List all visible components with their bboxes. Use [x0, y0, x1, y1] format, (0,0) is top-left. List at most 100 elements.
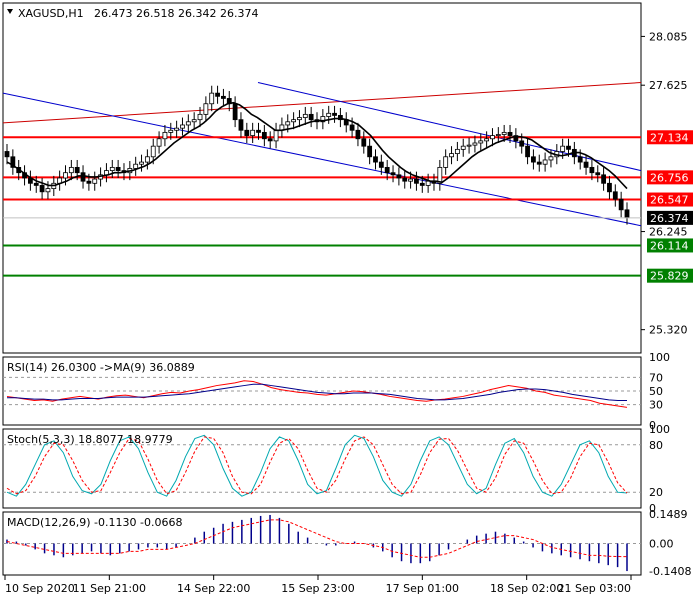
price-tick-label-3: 25.320 — [649, 324, 688, 337]
candle-body-80 — [472, 142, 478, 146]
current-price-bg — [647, 210, 693, 225]
level-label-4: 25.829 — [650, 270, 689, 283]
candle-body-81 — [478, 140, 484, 144]
candle-body-15 — [92, 178, 98, 184]
candle-body-46 — [273, 129, 279, 142]
candle-body-72 — [425, 180, 431, 186]
upper-channel-line — [257, 82, 642, 172]
candle-body-7 — [45, 188, 51, 193]
rsi-tick-label-2: 50 — [649, 385, 663, 398]
level-label-0: 27.134 — [650, 131, 689, 144]
candle-body-24 — [144, 156, 150, 163]
price-header-ohlc-2: 26.342 — [178, 7, 217, 20]
candle-body-59 — [349, 124, 355, 131]
level-label-3: 26.114 — [650, 239, 689, 252]
rsi-tick-label-0: 100 — [649, 351, 670, 364]
candle-body-82 — [484, 138, 490, 142]
time-tick-label-4: 17 Sep 01:00 — [386, 582, 459, 595]
candle-body-84 — [495, 134, 501, 136]
time-tick-label-5: 18 Sep 02:00 — [490, 582, 563, 595]
candle-body-37 — [221, 95, 226, 99]
candle-body-33 — [197, 113, 203, 121]
candle-body-95 — [560, 145, 566, 152]
candle-body-86 — [507, 131, 513, 136]
macd-tick-label-2: -0.1408 — [649, 565, 691, 578]
candle-body-49 — [291, 119, 297, 123]
stoch-tick-label-0: 100 — [649, 423, 670, 436]
candle-body-93 — [548, 156, 554, 161]
current-price-label: 26.374 — [650, 212, 689, 225]
candle-body-22 — [133, 163, 139, 169]
candle-body-88 — [519, 140, 525, 147]
candle-body-12 — [74, 166, 80, 174]
macd-signal-line — [6, 519, 628, 558]
candle-body-0 — [4, 151, 10, 158]
level-label-2: 26.547 — [650, 194, 689, 207]
candle-body-104 — [612, 191, 618, 200]
price-tick-label-2: 26.245 — [649, 226, 688, 239]
candle-body-44 — [261, 131, 267, 140]
candle-body-85 — [501, 131, 507, 135]
candle-body-11 — [68, 166, 74, 174]
rsi-tick-label-3: 30 — [649, 399, 663, 412]
rsi-tick-label-4: 0 — [649, 419, 656, 432]
candle-body-54 — [320, 116, 326, 123]
candle-body-76 — [449, 153, 454, 158]
candle-body-50 — [297, 117, 302, 121]
candle-body-79 — [466, 144, 472, 147]
dropdown-triangle-icon — [7, 9, 13, 14]
candle-body-27 — [162, 131, 168, 140]
time-tick-label-0: 10 Sep 2020 — [5, 582, 75, 595]
candle-body-96 — [566, 145, 571, 150]
candle-body-19 — [115, 166, 121, 171]
candle-body-90 — [531, 156, 536, 163]
candle-body-43 — [256, 129, 261, 133]
candle-body-6 — [39, 185, 45, 193]
candle-body-39 — [232, 103, 238, 121]
price-tick-label-0: 28.085 — [649, 30, 688, 43]
candle-body-31 — [185, 121, 191, 126]
candle-body-67 — [396, 174, 402, 179]
level-label-bg-3 — [647, 238, 693, 253]
stoch-header: Stoch(5,3,3) 18.8077 18.9779 — [7, 433, 173, 446]
lower-channel-line — [2, 92, 642, 227]
candle-body-29 — [174, 127, 180, 131]
time-tick-label-3: 15 Sep 23:00 — [281, 582, 354, 595]
candle-body-52 — [308, 113, 314, 121]
candle-body-28 — [168, 129, 174, 133]
candle-body-70 — [414, 178, 419, 184]
candle-body-14 — [86, 180, 92, 184]
rsi-header: RSI(14) 26.0300 ->MA(9) 36.0889 — [7, 361, 195, 374]
macd-header: MACD(12,26,9) -0.1130 -0.0668 — [7, 516, 182, 529]
candle-body-75 — [443, 156, 449, 168]
candle-body-1 — [10, 156, 16, 168]
level-label-bg-2 — [647, 192, 693, 207]
candle-body-68 — [402, 177, 408, 182]
candle-body-64 — [378, 161, 384, 168]
price-header-symbol: XAGUSD,H1 — [18, 7, 84, 20]
candle-body-71 — [419, 182, 425, 186]
candle-body-61 — [361, 138, 367, 147]
candle-body-83 — [490, 135, 495, 140]
candle-body-66 — [390, 172, 396, 176]
candle-body-45 — [267, 138, 273, 142]
candle-body-103 — [607, 182, 612, 193]
candle-body-92 — [542, 159, 548, 165]
candle-body-26 — [156, 138, 162, 147]
candle-body-10 — [63, 172, 68, 179]
candle-body-32 — [191, 119, 197, 123]
price-header-ohlc-1: 26.518 — [136, 7, 175, 20]
moving-average-line — [6, 101, 628, 190]
candle-body-69 — [408, 178, 413, 182]
candle-body-60 — [355, 129, 361, 140]
time-tick-label-2: 14 Sep 22:00 — [177, 582, 250, 595]
candle-body-106 — [624, 209, 630, 218]
level-label-bg-1 — [647, 170, 693, 185]
price-tick-label-1: 27.625 — [649, 79, 688, 92]
candle-body-41 — [244, 129, 250, 136]
candle-body-102 — [601, 174, 607, 184]
candle-body-42 — [250, 129, 256, 136]
rsi-tick-label-1: 70 — [649, 371, 663, 384]
